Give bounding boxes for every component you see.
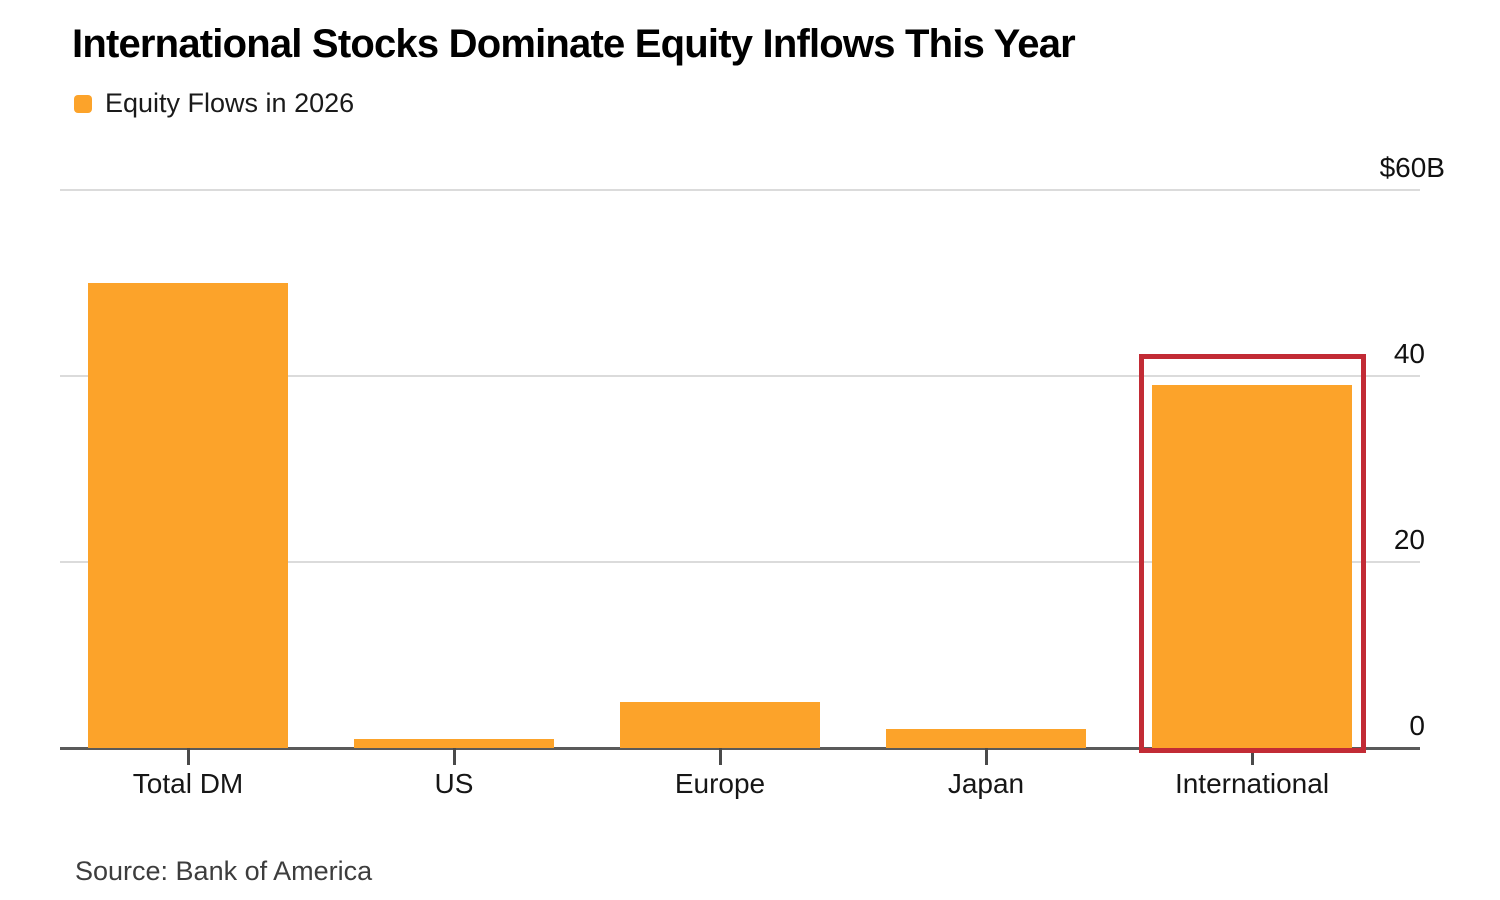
bar-japan — [886, 729, 1086, 748]
y-axis-tick-label-0: 0 — [1409, 710, 1425, 741]
legend: Equity Flows in 2026 — [74, 88, 354, 119]
x-axis-label-japan: Japan — [947, 768, 1025, 799]
bar-us — [354, 738, 554, 748]
x-axis-tick-international — [1251, 748, 1254, 765]
x-axis-tick-europe — [719, 748, 722, 765]
x-axis-tick-japan — [985, 748, 988, 765]
gridline-60 — [60, 189, 1420, 191]
y-axis-tick-label-40: 40 — [1393, 338, 1425, 369]
bar-total-dm — [88, 283, 288, 748]
highlight-box-international — [1139, 354, 1366, 753]
x-axis-tick-us — [453, 748, 456, 765]
legend-label: Equity Flows in 2026 — [105, 88, 355, 118]
x-axis-label-europe: Europe — [674, 768, 766, 799]
chart-title: International Stocks Dominate Equity Inf… — [72, 22, 1076, 66]
gridline-20 — [60, 561, 1420, 563]
bar-international — [1152, 385, 1352, 748]
x-axis-label-total-dm: Total DM — [132, 768, 244, 799]
source-note: Source: Bank of America — [75, 856, 373, 886]
y-axis-tick-label-60: $60B — [1379, 152, 1445, 183]
gridline-40 — [60, 375, 1420, 377]
bar-europe — [620, 701, 820, 748]
legend-swatch-icon — [74, 94, 92, 113]
x-axis-label-international: International — [1174, 768, 1330, 799]
x-axis-baseline — [60, 747, 1420, 750]
x-axis-label-us: US — [434, 768, 474, 799]
y-axis-tick-label-20: 20 — [1393, 524, 1425, 555]
x-axis-tick-total-dm — [187, 748, 190, 765]
